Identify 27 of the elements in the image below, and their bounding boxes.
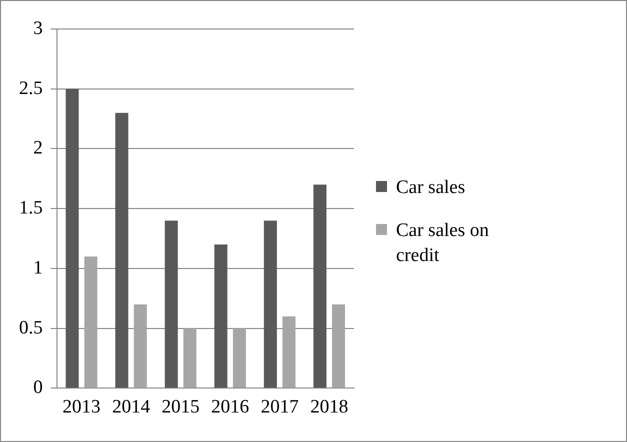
y-tick-label: 2.5 <box>19 78 43 99</box>
bar <box>66 88 79 388</box>
y-tick-label: 0.5 <box>19 317 43 338</box>
legend-label: Car sales on credit <box>396 218 490 268</box>
y-tick-label: 0 <box>33 377 43 398</box>
bar <box>282 316 296 388</box>
x-tick-label: 2017 <box>260 396 299 418</box>
x-tick-label: 2018 <box>310 396 348 418</box>
bar <box>183 328 196 388</box>
bar <box>84 256 98 388</box>
y-tick-label: 2 <box>33 138 43 159</box>
bar <box>332 304 346 388</box>
bar <box>264 220 277 388</box>
bar <box>134 304 147 388</box>
x-tick-label: 2013 <box>62 396 101 418</box>
bar <box>164 220 178 388</box>
y-tick-label: 1.5 <box>19 198 43 219</box>
bar <box>214 244 228 388</box>
x-tick-label: 2016 <box>211 396 250 418</box>
x-tick-label: 2014 <box>112 396 151 418</box>
legend-label: Car sales <box>396 176 466 200</box>
bar <box>232 328 246 388</box>
y-tick-label: 3 <box>33 18 43 39</box>
bar <box>313 184 326 388</box>
y-tick-label: 1 <box>33 257 43 278</box>
x-tick-label: 2015 <box>162 396 200 418</box>
bar <box>115 112 128 388</box>
